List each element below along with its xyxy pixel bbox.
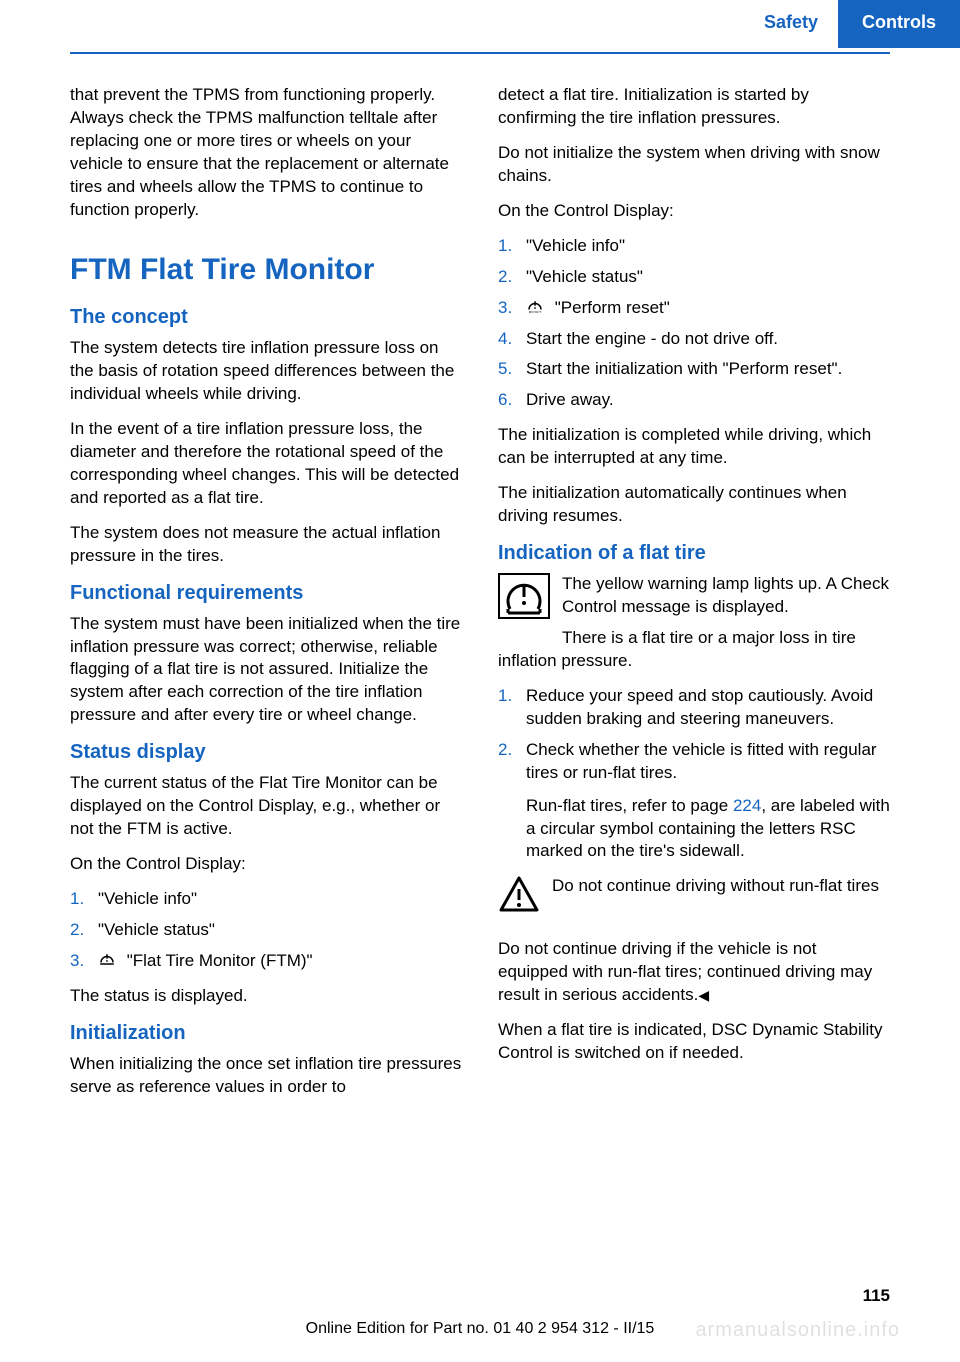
body-text: The initialization is completed while dr… [498,424,890,470]
body-text: The initialization automatically continu… [498,482,890,528]
step-number: 1. [70,888,84,911]
body-text: Do not continue driving if the vehicle i… [498,938,890,1007]
step-text: "Vehicle status" [98,920,215,939]
list-item: 4. Start the engine - do not drive off. [498,328,890,351]
page-number: 115 [863,1286,890,1306]
step-text: "Flat Tire Monitor (FTM)" [127,951,313,970]
body-text: On the Control Display: [498,200,890,223]
page-header: Safety Controls [744,0,960,48]
step-text: "Vehicle status" [526,267,643,286]
step-text: Start the initialization with "Perform r… [526,359,842,378]
body-text: When initializing the once set inflation… [70,1053,462,1099]
step-number: 2. [498,266,512,289]
list-item: 2. Check whether the vehicle is fitted w… [498,739,890,864]
header-section: Safety [744,0,838,48]
step-text: "Perform reset" [555,298,670,317]
caution-triangle-icon [498,875,540,920]
list-item: 1. "Vehicle info" [498,235,890,258]
step-text: Drive away. [526,390,614,409]
step-number: 2. [70,919,84,942]
body-text: Do not initialize the system when drivin… [498,142,890,188]
body-text: The current status of the Flat Tire Moni… [70,772,462,841]
watermark: armanualsonline.info [695,1319,900,1342]
heading-ftm: FTM Flat Tire Monitor [70,250,462,291]
step-text: "Vehicle info" [98,889,197,908]
body-text: The status is displayed. [70,985,462,1008]
page-content: that prevent the TPMS from functioning p… [70,84,890,1282]
list-item: 5. Start the initialization with "Perform… [498,358,890,381]
caution-title: Do not continue driving without run-flat… [552,876,879,895]
heading-concept: The concept [70,304,462,331]
step-number: 4. [498,328,512,351]
body-text: In the event of a tire inflation pressur… [70,418,462,510]
body-text: The system must have been initialized wh… [70,613,462,728]
step-number: 1. [498,685,512,708]
step-number: 3. [70,950,84,973]
list-item: 6. Drive away. [498,389,890,412]
warning-lamp-block: The yellow warning lamp lights up. A Che… [498,573,890,673]
body-text: The system detects tire inflation pressu… [70,337,462,406]
header-chapter: Controls [838,0,960,48]
body-text: The system does not measure the actual i… [70,522,462,568]
svg-text:RESET: RESET [529,310,542,313]
caution-body: Do not continue driving if the vehicle i… [498,939,872,1004]
body-text: detect a flat tire. Initialization is st… [498,84,890,130]
step-number: 1. [498,235,512,258]
step-number: 6. [498,389,512,412]
list-item: 3. "Flat Tire Monitor (FTM)" [70,950,462,973]
list-item: 2. "Vehicle status" [70,919,462,942]
heading-status: Status display [70,739,462,766]
header-rule [70,52,890,54]
step-text: Run-flat tires, refer to page [526,796,733,815]
list-item: 1. "Vehicle info" [70,888,462,911]
list-item: 1. Reduce your speed and stop cautiously.… [498,685,890,731]
end-marker-icon [698,985,709,1004]
page-reference-link[interactable]: 224 [733,796,761,815]
list-item: 2. "Vehicle status" [498,266,890,289]
body-text: On the Control Display: [70,853,462,876]
body-text: that prevent the TPMS from functioning p… [70,84,462,222]
body-text: The yellow warning lamp lights up. A Che… [562,574,889,616]
step-number: 2. [498,739,512,762]
step-number: 3. [498,297,512,320]
heading-init: Initialization [70,1020,462,1047]
body-text: There is a flat tire or a major loss in … [498,628,856,670]
reset-icon: RESET [526,297,544,320]
steps-list: 1. "Vehicle info" 2. "Vehicle status" 3. R… [498,235,890,413]
step-number: 5. [498,358,512,381]
step-text: Reduce your speed and stop cautiously. A… [526,686,873,728]
steps-list: 1. "Vehicle info" 2. "Vehicle status" 3. "… [70,888,462,973]
caution-block: Do not continue driving without run-flat… [498,875,890,926]
heading-indication: Indication of a flat tire [498,540,890,567]
step-text: Check whether the vehicle is fitted with… [526,740,877,782]
tire-pressure-warning-icon [498,573,550,626]
step-text: Start the engine - do not drive off. [526,329,778,348]
list-item: 3. RESET "Perform reset" [498,297,890,320]
tire-warning-icon [98,950,116,973]
step-text: "Vehicle info" [526,236,625,255]
heading-func-req: Functional requirements [70,580,462,607]
body-text: When a flat tire is indicated, DSC Dynam… [498,1019,890,1065]
steps-list: 1. Reduce your speed and stop cautiously.… [498,685,890,864]
